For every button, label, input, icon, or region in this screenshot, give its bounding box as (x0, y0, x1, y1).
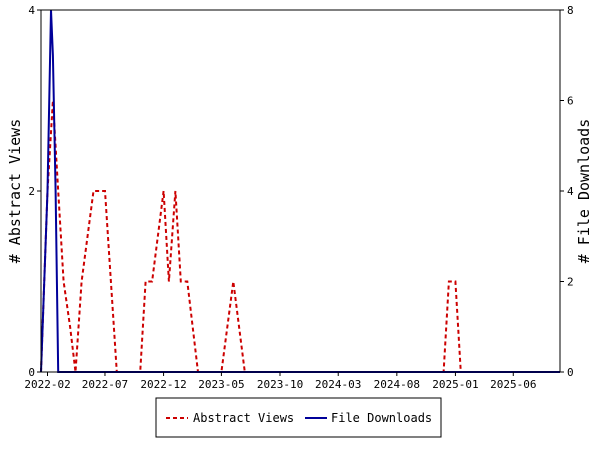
axes: 0 2 4 0 2 4 6 8 2022-02 2022-07 2022-12 2023-05 2023… (24, 4, 574, 391)
legend-label-abstract-views: Abstract Views (193, 411, 294, 425)
plot-area (40, 9, 560, 373)
left-axis-title: # Abstract Views (6, 119, 24, 264)
x-tick-label: 2024-03 (315, 378, 361, 391)
left-tick-label: 2 (28, 185, 35, 198)
left-tick-label: 0 (28, 366, 35, 379)
x-tick-label: 2023-10 (257, 378, 303, 391)
legend: Abstract Views File Downloads (155, 397, 442, 438)
left-tick-label: 4 (28, 4, 35, 17)
x-tick-label: 2023-05 (198, 378, 244, 391)
series-line-abstract-views (40, 100, 560, 373)
right-tick-label: 8 (567, 4, 574, 17)
x-tick-label: 2025-01 (432, 378, 478, 391)
x-tick-label: 2025-06 (490, 378, 536, 391)
plot-frame (40, 9, 561, 373)
legend-box (155, 397, 442, 438)
right-tick-label: 0 (567, 366, 574, 379)
right-axis-title: # File Downloads (575, 119, 593, 264)
x-tick-label: 2022-02 (24, 378, 70, 391)
legend-label-file-downloads: File Downloads (331, 411, 432, 425)
series-line-file-downloads (40, 9, 560, 373)
right-tick-label: 6 (567, 95, 574, 108)
right-tick-label: 4 (567, 185, 574, 198)
right-tick-label: 2 (567, 276, 574, 289)
x-tick-label: 2024-08 (374, 378, 420, 391)
x-tick-label: 2022-12 (140, 378, 186, 391)
x-tick-label: 2022-07 (82, 378, 128, 391)
